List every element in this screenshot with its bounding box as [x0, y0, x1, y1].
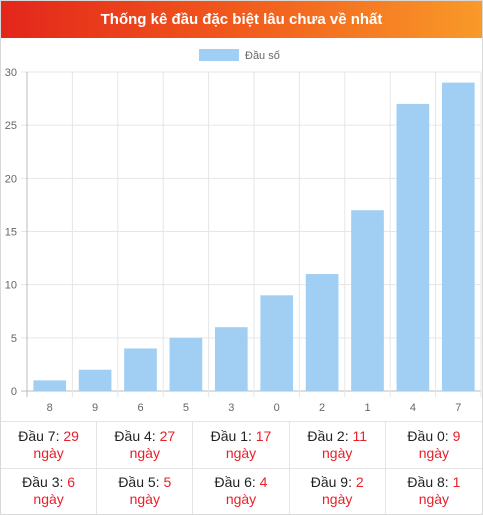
bar: [351, 210, 384, 391]
y-tick-label: 30: [5, 67, 17, 79]
stat-label: Đầu 9:: [310, 474, 356, 491]
legend-label: Đầu số: [245, 50, 280, 62]
bar: [396, 103, 430, 392]
bar: [33, 380, 67, 391]
stat-value: 27: [159, 427, 176, 444]
stat-label: Đầu 8:: [407, 474, 453, 491]
stat-unit: ngày: [322, 491, 353, 508]
bar: [214, 327, 248, 391]
stats-grid: Đầu 7: 29 ngày Đầu 4: 27 ngày Đầu 1: 17 ngày Đ…: [1, 421, 482, 514]
stat-unit: ngày: [33, 491, 64, 508]
bar: [124, 348, 157, 391]
stat-cell: Đầu 7: 29 ngày: [1, 421, 98, 468]
stat-cell: Đầu 8: 1 ngày: [385, 467, 482, 515]
stat-unit: ngày: [129, 444, 160, 461]
x-tick-label: 0: [274, 402, 280, 414]
y-tick-label: 10: [5, 280, 17, 292]
stat-line: Đầu 4: 27: [114, 428, 175, 445]
stat-label: Đầu 3:: [22, 474, 68, 491]
stat-value: 17: [255, 427, 272, 444]
stat-unit: ngày: [418, 491, 450, 508]
bar: [441, 82, 475, 391]
stat-cell: Đầu 2: 11 ngày: [289, 421, 386, 468]
stat-line: Đầu 2: 11: [307, 428, 367, 445]
stat-value: 11: [352, 427, 368, 444]
stat-cell: Đầu 1: 17 ngày: [193, 421, 290, 468]
stat-unit: ngày: [225, 444, 257, 461]
stat-label: Đầu 2:: [307, 427, 353, 444]
stat-value: 29: [63, 427, 79, 444]
x-tick-label: 4: [410, 402, 416, 414]
stat-cell: Đầu 0: 9 ngày: [385, 421, 482, 468]
x-tick-label: 7: [455, 402, 461, 414]
stat-label: Đầu 0:: [407, 427, 453, 444]
stat-label: Đầu 4:: [114, 427, 160, 444]
bar: [260, 295, 294, 391]
stat-value: 4: [259, 474, 268, 491]
stat-cell: Đầu 4: 27 ngày: [97, 421, 194, 468]
stat-unit: ngày: [129, 491, 160, 508]
stat-label: Đầu 5:: [118, 474, 164, 491]
x-tick-label: 6: [137, 402, 143, 414]
stat-line: Đầu 7: 29: [18, 428, 79, 445]
stat-line: Đầu 5: 5: [118, 474, 171, 491]
stat-label: Đầu 6:: [214, 474, 260, 491]
stat-line: Đầu 1: 17: [211, 428, 272, 445]
stat-value: 1: [452, 474, 461, 491]
bar: [78, 369, 112, 391]
stat-label: Đầu 7:: [18, 427, 64, 444]
stat-line: Đầu 6: 4: [215, 474, 268, 491]
stat-line: Đầu 8: 1: [407, 474, 460, 491]
y-tick-label: 25: [5, 120, 17, 132]
y-tick-label: 5: [11, 333, 17, 345]
stat-cell: Đầu 5: 5 ngày: [97, 467, 194, 514]
y-tick-label: 0: [11, 386, 17, 398]
bar-chart: Đầu số 0 5 10 15 20 25 30 8 9 6 5 3 0 2 1 4 7: [1, 38, 482, 421]
x-tick-label: 1: [364, 402, 370, 414]
stat-line: Đầu 0: 9: [407, 428, 460, 445]
stat-cell: Đầu 6: 4 ngày: [193, 467, 290, 514]
x-tick-label: 8: [47, 402, 53, 414]
bar: [169, 337, 203, 391]
stat-unit: ngày: [322, 444, 353, 461]
legend-swatch: [199, 49, 239, 61]
stat-line: Đầu 3: 6: [22, 474, 75, 491]
stat-cell: Đầu 3: 6 ngày: [1, 467, 98, 514]
stat-value: 6: [67, 474, 76, 491]
stat-value: 2: [355, 474, 364, 491]
x-tick-label: 5: [183, 402, 189, 414]
stat-value: 5: [163, 474, 172, 491]
x-tick-label: 3: [228, 402, 234, 414]
stat-unit: ngày: [225, 491, 257, 508]
card-title: Thống kê đầu đặc biệt lâu chưa về nhất: [1, 1, 482, 38]
y-tick-label: 15: [5, 227, 17, 239]
stat-cell: Đầu 9: 2 ngày: [289, 467, 386, 514]
stat-unit: ngày: [33, 444, 64, 461]
stat-unit: ngày: [418, 444, 450, 461]
stat-line: Đầu 9: 2: [311, 474, 364, 491]
x-tick-label: 2: [319, 402, 325, 414]
stat-value: 9: [452, 427, 461, 444]
x-tick-label: 9: [92, 402, 98, 414]
y-tick-label: 20: [5, 173, 17, 185]
stat-label: Đầu 1:: [210, 427, 256, 444]
bar: [305, 274, 339, 391]
